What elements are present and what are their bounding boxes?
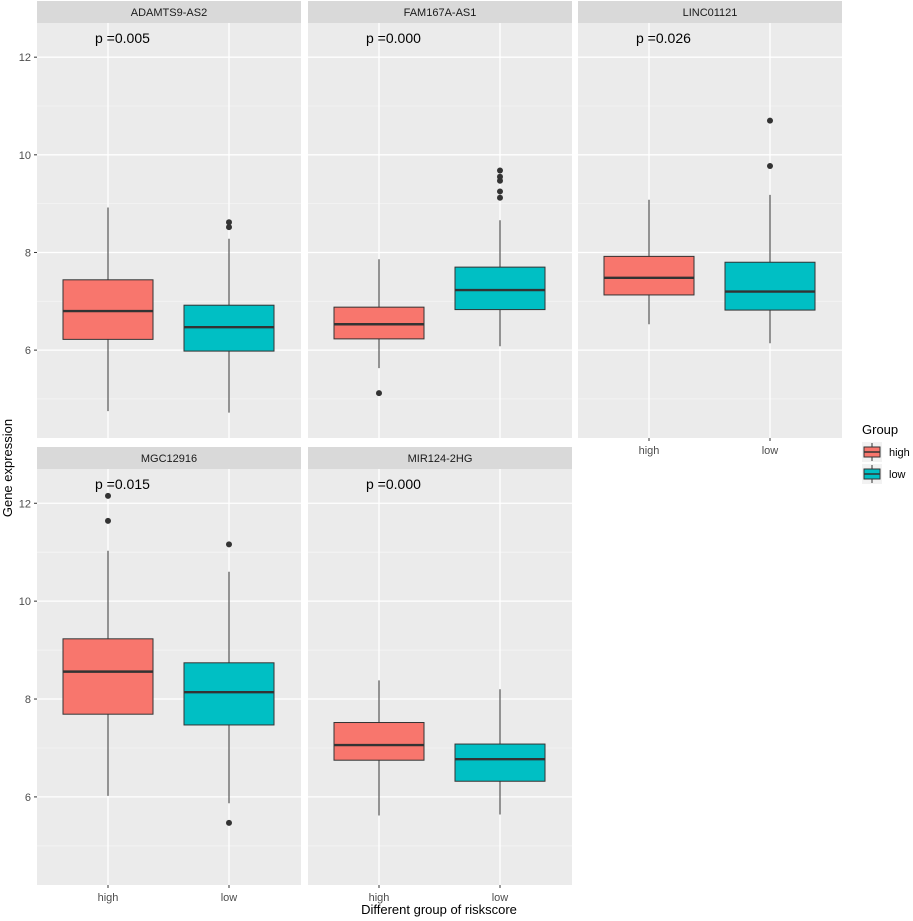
outlier-point: [105, 492, 111, 499]
box-high: [333, 680, 425, 816]
panel-background: [308, 469, 572, 885]
strip-label: LINC01121: [683, 7, 738, 19]
outlier-point: [226, 541, 232, 548]
panel-adamts9-as2: ADAMTS9-AS2 p =0.005: [37, 1, 301, 438]
y-tick-label: 6: [25, 345, 31, 357]
box-low: [183, 541, 275, 826]
p-value-annotation: p =0.015: [95, 476, 150, 492]
box-low: [454, 689, 546, 815]
x-tick-label: high: [98, 892, 119, 904]
p-value-annotation: p =0.000: [366, 476, 421, 492]
y-tick-label: 10: [19, 596, 31, 608]
panel-mir124-2hg: MIR124-2HG p =0.000: [308, 447, 572, 885]
outlier-point: [376, 390, 382, 397]
facet-panels: ADAMTS9-AS2 p =0.005 FAM167A-AS1 p =0.000 LI…: [37, 1, 842, 885]
legend-label: low: [889, 469, 906, 481]
panel-background: [308, 23, 572, 438]
panel-fam167a-as1: FAM167A-AS1 p =0.000: [308, 1, 572, 438]
box-body: [183, 662, 275, 726]
legend-label: high: [889, 447, 910, 459]
outlier-point: [767, 163, 773, 170]
y-axis-title: Gene expression: [0, 419, 15, 517]
outlier-point: [226, 219, 232, 226]
strip-background: [37, 447, 301, 469]
strip-background: [37, 1, 301, 23]
legend-entry-low: low: [862, 464, 906, 484]
box-high: [62, 207, 154, 412]
strip-label: FAM167A-AS1: [404, 7, 477, 19]
y-tick-label: 12: [19, 52, 31, 64]
strip-label: MIR124-2HG: [408, 453, 473, 465]
outlier-point: [226, 224, 232, 231]
y-tick-label: 8: [25, 247, 31, 259]
p-value-annotation: p =0.005: [95, 30, 150, 46]
outlier-point: [497, 167, 503, 174]
box-body: [724, 261, 816, 311]
box-high: [62, 492, 154, 796]
p-value-annotation: p =0.026: [636, 30, 691, 46]
strip-background: [308, 447, 572, 469]
y-tick-label: 10: [19, 150, 31, 162]
y-tick-label: 12: [19, 498, 31, 510]
x-tick-label: low: [221, 892, 238, 904]
strip-label: ADAMTS9-AS2: [131, 7, 207, 19]
box-body: [62, 279, 154, 340]
box-body: [333, 722, 425, 761]
box-body: [333, 306, 425, 340]
legend-entries: high low: [862, 442, 910, 484]
panel-background: [37, 23, 301, 438]
strip-background: [308, 1, 572, 23]
x-tick-label: high: [639, 445, 660, 457]
outlier-point: [497, 194, 503, 201]
outlier-point: [105, 517, 111, 524]
box-high: [333, 259, 425, 397]
strip-label: MGC12916: [141, 453, 197, 465]
panel-linc01121: LINC01121 p =0.026: [578, 1, 842, 438]
legend-entry-high: high: [862, 442, 910, 462]
legend-title: Group: [862, 422, 898, 437]
y-axes: 6 8 10 12 6 8 10 12: [19, 52, 37, 804]
panel-background: [578, 23, 842, 438]
strip-background: [578, 1, 842, 23]
box-low: [724, 117, 816, 344]
x-tick-label: high: [369, 892, 390, 904]
box-body: [454, 743, 546, 782]
box-body: [454, 266, 546, 311]
x-tick-label: low: [492, 892, 509, 904]
legend: Group high low: [862, 422, 910, 484]
y-tick-label: 8: [25, 694, 31, 706]
box-body: [62, 638, 154, 715]
box-low: [183, 219, 275, 413]
outlier-point: [767, 117, 773, 124]
box-body: [603, 255, 695, 296]
outlier-point: [226, 819, 232, 826]
outlier-point: [497, 173, 503, 180]
box-high: [603, 199, 695, 325]
box-low: [454, 167, 546, 347]
panel-mgc12916: MGC12916 p =0.015: [37, 447, 301, 885]
x-axis-title: Different group of riskscore: [361, 902, 517, 917]
outlier-point: [497, 188, 503, 195]
y-tick-label: 6: [25, 792, 31, 804]
p-value-annotation: p =0.000: [366, 30, 421, 46]
x-axes: high low high low high low: [98, 438, 779, 904]
x-tick-label: low: [762, 445, 779, 457]
